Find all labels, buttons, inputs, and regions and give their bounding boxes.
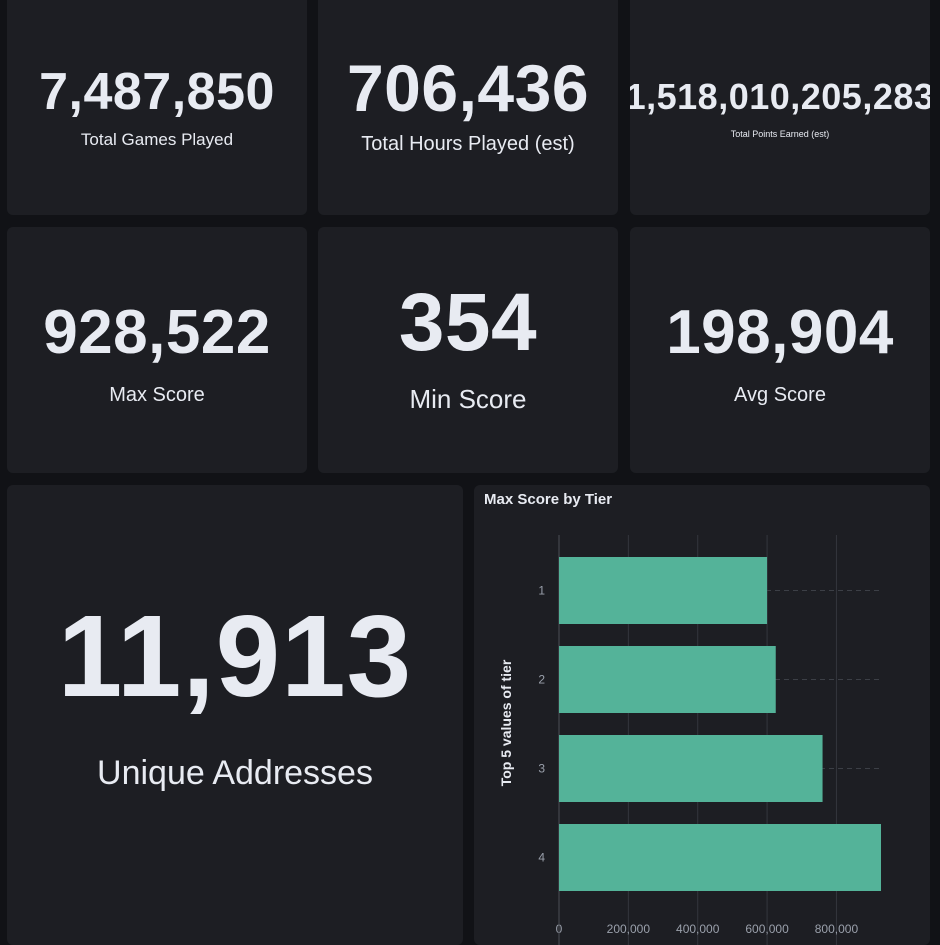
max-score-panel: 928,522 Max Score (7, 227, 307, 473)
total-games-panel: 7,487,850 Total Games Played (7, 0, 307, 215)
min-score-value: 354 (398, 276, 538, 368)
y-tick-label: 4 (538, 851, 545, 865)
total-points-label: Total Points Earned (est) (730, 128, 830, 139)
bar-tier-4[interactable] (559, 824, 881, 891)
total-hours-panel: 706,436 Total Hours Played (est) (318, 0, 618, 215)
total-hours-label: Total Hours Played (est) (361, 133, 575, 155)
min-score-panel: 354 Min Score (318, 227, 618, 473)
total-hours-value: 706,436 (346, 51, 590, 125)
max-score-label: Max Score (109, 383, 205, 406)
y-tick-label: 2 (538, 673, 545, 687)
avg-score-label: Avg Score (734, 383, 826, 406)
total-points-value: 1,518,010,205,283 (630, 75, 930, 117)
y-tick-label: 1 (538, 584, 545, 598)
bar-tier-1[interactable] (559, 557, 768, 624)
max-score-value: 928,522 (43, 297, 271, 367)
avg-score-value: 198,904 (666, 297, 894, 367)
x-tick-label: 200,000 (607, 922, 651, 936)
x-tick-label: 800,000 (815, 922, 859, 936)
unique-addresses-value: 11,913 (57, 590, 413, 721)
max-score-by-tier-panel: Max Score by Tier 0200,000400,000600,000… (474, 485, 930, 945)
total-points-panel: 1,518,010,205,283 Total Points Earned (e… (630, 0, 930, 215)
unique-addresses-label: Unique Addresses (97, 753, 373, 792)
total-games-value: 7,487,850 (39, 62, 275, 121)
y-tick-label: 3 (538, 762, 545, 776)
y-axis-title: Top 5 values of tier (498, 659, 514, 786)
x-tick-label: 400,000 (676, 922, 720, 936)
unique-addresses-panel: 11,913 Unique Addresses (7, 485, 463, 945)
avg-score-panel: 198,904 Avg Score (630, 227, 930, 473)
total-games-label: Total Games Played (80, 129, 234, 149)
x-tick-label: 600,000 (745, 922, 789, 936)
bar-tier-2[interactable] (559, 646, 776, 713)
bar-tier-3[interactable] (559, 735, 823, 802)
chart-title: Max Score by Tier (484, 491, 613, 508)
min-score-label: Min Score (409, 383, 527, 414)
